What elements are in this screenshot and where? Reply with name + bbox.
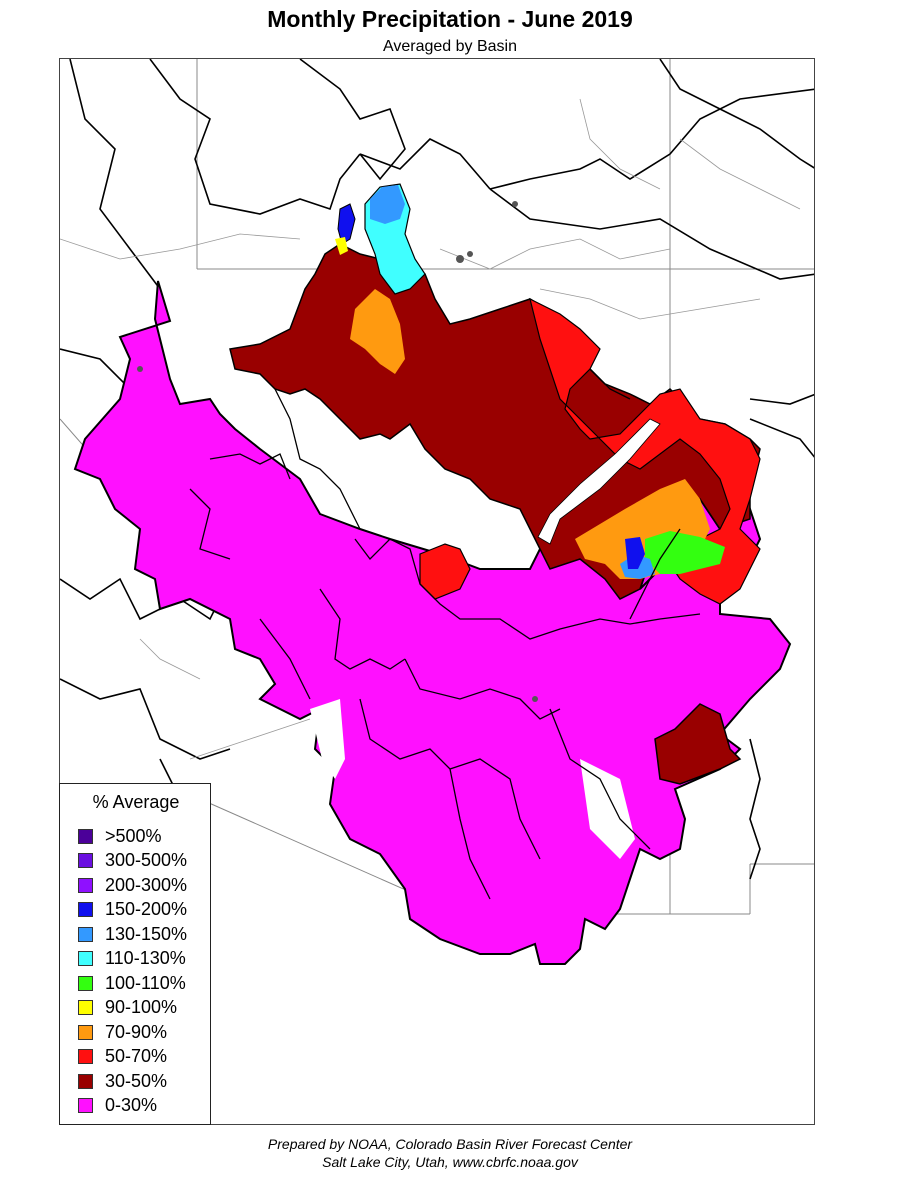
internal-basin-outlines	[189, 368, 701, 900]
legend: % Average >500% 300-500% 200-300% 150-200% 1…	[59, 783, 211, 1125]
basin-region-70-90-north	[350, 289, 405, 374]
legend-label: 90-100%	[105, 997, 178, 1018]
basin-region-90-100	[335, 237, 348, 255]
map-subtitle: Averaged by Basin	[382, 38, 517, 55]
legend-item: >500%	[78, 824, 187, 849]
legend-swatch	[78, 975, 93, 991]
legend-item: 100-110%	[78, 971, 187, 996]
map-title: Monthly Precipitation - June 2019	[267, 6, 633, 32]
basin-region-130-150	[370, 185, 405, 224]
gap-white-south	[310, 699, 345, 779]
legend-list: >500% 300-500% 200-300% 150-200% 130-150% 110…	[78, 824, 187, 1118]
legend-item: 300-500%	[78, 849, 187, 874]
legend-swatch	[78, 853, 93, 869]
legend-swatch	[78, 1000, 93, 1016]
legend-label: >500%	[105, 825, 162, 846]
legend-swatch	[78, 828, 93, 844]
legend-label: 200-300%	[105, 874, 188, 895]
legend-label: 0-30%	[105, 1095, 158, 1116]
legend-label: 150-200%	[105, 899, 188, 920]
legend-title: % Average	[92, 792, 180, 812]
legend-item: 30-50%	[78, 1069, 187, 1094]
basin-map-svg	[60, 59, 814, 965]
legend-label: 300-500%	[105, 850, 188, 871]
lake-white	[537, 418, 661, 545]
legend-label: 70-90%	[105, 1021, 168, 1042]
legend-label: 100-110%	[105, 972, 186, 993]
legend-item: 130-150%	[78, 922, 187, 947]
footer-credit: Prepared by NOAA, Colorado Basin River F…	[267, 1136, 633, 1152]
basin-region-50-70-east	[529, 297, 761, 605]
legend-item: 50-70%	[78, 1045, 187, 1070]
legend-swatch	[78, 902, 93, 918]
legend-item: 0-30%	[78, 1094, 187, 1119]
gap-white-east	[580, 759, 635, 859]
legend-swatch	[78, 1049, 93, 1065]
footer-location: Salt Lake City, Utah, www.cbrfc.noaa.gov	[322, 1154, 578, 1170]
legend-label: 110-130%	[105, 948, 186, 969]
legend-item: 70-90%	[78, 1020, 187, 1045]
legend-swatch	[78, 1098, 93, 1114]
basin-region-150-200-north	[337, 203, 356, 245]
river-lines	[60, 98, 801, 760]
legend-swatch	[78, 1024, 93, 1040]
legend-swatch	[78, 1073, 93, 1089]
legend-label: 50-70%	[105, 1046, 168, 1067]
legend-item: 150-200%	[78, 898, 187, 923]
basin-region-150-200-east	[625, 537, 645, 569]
legend-label: 130-150%	[105, 923, 188, 944]
water-bodies	[137, 201, 538, 702]
basin-region-30-50-south	[654, 703, 742, 785]
legend-swatch	[78, 877, 93, 893]
legend-item: 200-300%	[78, 873, 187, 898]
legend-item: 90-100%	[78, 996, 187, 1021]
legend-swatch	[78, 951, 93, 967]
legend-label: 30-50%	[105, 1070, 168, 1091]
legend-swatch	[78, 926, 93, 942]
basin-region-100-110-east	[645, 531, 725, 574]
legend-item: 110-130%	[78, 947, 187, 972]
outer-basin-outlines	[60, 59, 814, 880]
